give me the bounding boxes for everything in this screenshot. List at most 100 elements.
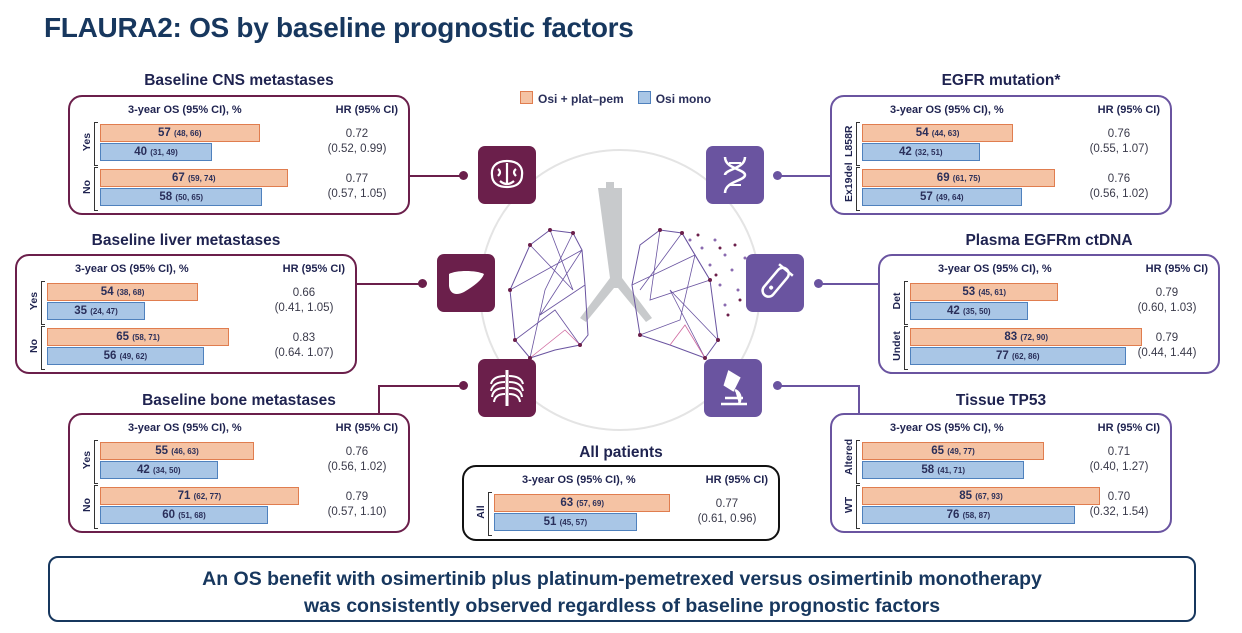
hazard-ratio: 0.70 (0.32, 1.54) xyxy=(1074,490,1164,520)
bar-value: 71 xyxy=(177,490,191,502)
hr-value: 0.66 xyxy=(292,287,316,299)
bar-value: 54 xyxy=(915,127,929,139)
hazard-ratio: 0.71 (0.40, 1.27) xyxy=(1074,445,1164,475)
bar-group: No 71 (62, 77) 60 (51, 68) 0.79 (0.57, 1.10) xyxy=(70,485,408,529)
mono-bar: 58 (50, 65) xyxy=(100,188,263,206)
group-bracket xyxy=(904,326,908,370)
bar-group: Altered 65 (49, 77) 58 (41, 71) 0.71 (0.40, … xyxy=(832,439,1170,484)
hr-ci: (0.56, 1.02) xyxy=(327,461,387,473)
hr-value: 0.72 xyxy=(345,128,369,140)
mono-bar: 60 (51, 68) xyxy=(100,506,268,524)
combo-bar: 65 (58, 71) xyxy=(47,328,229,346)
combo-bar: 71 (62, 77) xyxy=(100,487,299,505)
bar-value: 63 xyxy=(560,497,574,509)
hazard-ratio: 0.66 (0.41, 1.05) xyxy=(259,286,349,316)
hr-ci: (0.55, 1.07) xyxy=(1089,143,1149,155)
group-label: Yes xyxy=(81,132,93,152)
hazard-ratio: 0.79 (0.60, 1.03) xyxy=(1122,286,1212,316)
bar-ci: (34, 50) xyxy=(153,466,181,475)
group-label: All xyxy=(475,505,487,519)
mono-bar: 35 (24, 47) xyxy=(47,302,145,320)
os-header: 3-year OS (95% CI), % xyxy=(938,263,1052,275)
bar-ci: (51, 68) xyxy=(178,511,206,520)
bar-value: 65 xyxy=(116,331,129,343)
hr-ci: (0.52, 0.99) xyxy=(327,143,387,155)
legend-swatch-mono xyxy=(637,91,651,104)
liver-icon xyxy=(437,254,495,312)
bar-ci: (35, 50) xyxy=(963,307,991,316)
bar-ci: (67, 93) xyxy=(975,492,1003,501)
bar-value: 67 xyxy=(172,172,185,184)
hr-header: HR (95% CI) xyxy=(1097,104,1160,116)
combo-bar: 54 (38, 68) xyxy=(47,283,199,301)
bar-ci: (58, 87) xyxy=(962,511,991,520)
mono-bar: 42 (35, 50) xyxy=(910,302,1028,320)
connector-dot-egfr xyxy=(773,171,782,180)
os-header: 3-year OS (95% CI), % xyxy=(128,104,242,116)
hazard-ratio: 0.76 (0.56, 1.02) xyxy=(1074,172,1164,202)
hazard-ratio: 0.77 (0.61, 0.96) xyxy=(682,497,772,527)
hr-header: HR (95% CI) xyxy=(1145,263,1208,275)
group-bracket xyxy=(94,485,98,529)
hr-value: 0.77 xyxy=(345,173,369,185)
connector-bone xyxy=(378,385,464,387)
panel-egfr: 3-year OS (95% CI), % HR (95% CI) L858R 54 … xyxy=(830,95,1172,215)
os-header: 3-year OS (95% CI), % xyxy=(522,474,636,486)
hr-value: 0.76 xyxy=(345,446,369,458)
hr-header: HR (95% CI) xyxy=(335,104,398,116)
hr-ci: (0.56, 1.02) xyxy=(1089,188,1149,200)
hr-header: HR (95% CI) xyxy=(705,474,768,486)
panel-bone: 3-year OS (95% CI), % HR (95% CI) Yes 55 (4… xyxy=(68,413,410,533)
bar-ci: (41, 71) xyxy=(937,466,965,475)
hazard-ratio: 0.72 (0.52, 0.99) xyxy=(312,127,402,157)
group-bracket xyxy=(94,122,98,166)
hr-ci: (0.57, 1.05) xyxy=(327,188,387,200)
bar-group: Det 53 (45, 61) 42 (35, 50) 0.79 (0.60, 1.03… xyxy=(880,281,1218,325)
bar-value: 57 xyxy=(920,191,933,203)
hazard-ratio: 0.76 (0.56, 1.02) xyxy=(312,445,402,475)
bar-ci: (46, 63) xyxy=(171,447,199,456)
bar-ci: (45, 61) xyxy=(978,288,1006,297)
mono-bar: 56 (49, 62) xyxy=(47,347,204,365)
bar-group: WT 85 (67, 93) 76 (58, 87) 0.70 (0.32, 1.54) xyxy=(832,485,1170,529)
test-tube-icon xyxy=(746,254,804,312)
bar-ci: (38, 68) xyxy=(116,288,145,297)
group-label: No xyxy=(81,498,93,512)
legend-label-mono: Osi mono xyxy=(655,92,712,106)
panel-tp53: 3-year OS (95% CI), % HR (95% CI) Altered 6… xyxy=(830,413,1172,533)
hazard-ratio: 0.79 (0.44, 1.44) xyxy=(1122,331,1212,361)
hr-ci: (0.32, 1.54) xyxy=(1089,506,1149,518)
hr-ci: (0.41, 1.05) xyxy=(274,302,334,314)
hr-value: 0.76 xyxy=(1107,173,1131,185)
bar-value: 42 xyxy=(947,305,960,317)
mono-bar: 42 (34, 50) xyxy=(100,461,218,479)
bar-value: 42 xyxy=(899,146,912,158)
group-label: Ex19del xyxy=(843,162,855,202)
legend-item-combo: Osi + plat–pem xyxy=(520,91,624,106)
hazard-ratio: 0.77 (0.57, 1.05) xyxy=(312,172,402,202)
combo-bar: 83 (72, 90) xyxy=(910,328,1143,346)
panel-liver: 3-year OS (95% CI), % HR (95% CI) Yes 54 (3… xyxy=(15,254,357,374)
hr-header: HR (95% CI) xyxy=(282,263,345,275)
group-bracket xyxy=(41,326,45,370)
os-header: 3-year OS (95% CI), % xyxy=(128,422,242,434)
panel-cns: 3-year OS (95% CI), % HR (95% CI) Yes 57 (4… xyxy=(68,95,410,215)
connector-bone-v xyxy=(378,385,380,413)
bar-ci: (49, 64) xyxy=(936,193,964,202)
hr-ci: (0.60, 1.03) xyxy=(1137,302,1197,314)
hr-value: 0.70 xyxy=(1107,491,1131,503)
bar-ci: (31, 49) xyxy=(150,148,178,157)
hr-value: 0.79 xyxy=(1155,332,1179,344)
combo-bar: 55 (46, 63) xyxy=(100,442,254,460)
group-bracket xyxy=(94,167,98,211)
group-label: Undet xyxy=(891,331,903,361)
panel-title-egfr: EGFR mutation* xyxy=(941,72,1061,89)
group-bracket xyxy=(488,492,492,536)
panel-plasma: 3-year OS (95% CI), % HR (95% CI) Det 53 (4… xyxy=(878,254,1220,374)
hr-ci: (0.61, 0.96) xyxy=(697,513,757,525)
mono-bar: 77 (62, 86) xyxy=(910,347,1126,365)
legend: Osi + plat–pem Osi mono xyxy=(520,91,711,106)
bar-ci: (57, 69) xyxy=(576,499,604,508)
slide-title: FLAURA2: OS by baseline prognostic facto… xyxy=(44,12,634,43)
